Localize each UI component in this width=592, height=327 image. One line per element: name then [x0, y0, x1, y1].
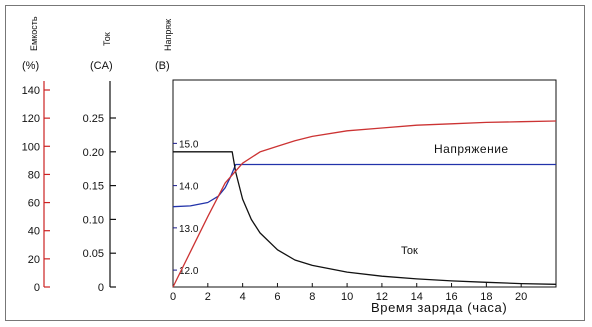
voltage-tick-label: 15.0 [179, 139, 199, 150]
current-tick-label: 0.20 [83, 147, 104, 159]
capacity-axis-unit: (%) [22, 60, 39, 72]
chart-frame: Емкость Ток Напряж (%) (CA) (В) 0 20 40 60 8… [5, 5, 585, 321]
x-axis-label: Время заряда (часа) [371, 300, 507, 315]
capacity-axis-title: Емкость [29, 16, 39, 51]
capacity-tick-label: 40 [28, 226, 40, 238]
current-tick-label: 0.10 [83, 214, 104, 226]
capacity-tick-label: 0 [34, 282, 40, 294]
x-tick-label: 18 [480, 291, 492, 303]
capacity-tick-label: 140 [22, 85, 40, 97]
capacity-tick-label: 20 [28, 254, 40, 266]
annotation-current: Ток [401, 245, 418, 257]
current-axis-title: Ток [102, 32, 112, 46]
capacity-tick-label: 100 [22, 141, 40, 153]
charge-chart: Емкость Ток Напряж (%) (CA) (В) 02040608… [22, 16, 557, 315]
x-tick-label: 10 [341, 291, 353, 303]
x-tick-label: 14 [411, 291, 423, 303]
x-tick-label: 12 [376, 291, 388, 303]
voltage-axis-title: Напряж [163, 19, 173, 51]
x-tick-label: 16 [445, 291, 457, 303]
current-axis-unit: (CA) [90, 60, 113, 72]
current-tick-label: 0 [98, 282, 104, 294]
x-tick-label: 6 [274, 291, 280, 303]
x-tick-label: 4 [240, 291, 246, 303]
voltage-tick-label: 12.0 [179, 266, 199, 277]
capacity-tick-label: 60 [28, 198, 40, 210]
x-tick-label: 20 [515, 291, 527, 303]
current-line [173, 151, 557, 285]
current-tick-label: 0.15 [83, 181, 104, 193]
voltage-tick-label: 13.0 [179, 224, 199, 235]
current-tick-label: 0.05 [83, 248, 104, 260]
current-tick-label: 0.25 [83, 113, 104, 125]
plot-area [172, 79, 557, 288]
x-tick-label: 2 [205, 291, 211, 303]
capacity-line [172, 120, 557, 288]
x-tick-label: 8 [309, 291, 315, 303]
voltage-axis-unit: (В) [155, 60, 170, 72]
capacity-tick-label: 120 [22, 113, 40, 125]
capacity-tick-label: 80 [28, 169, 40, 181]
x-tick-label: 0 [170, 291, 176, 303]
voltage-line [172, 163, 556, 208]
voltage-tick-label: 14.0 [179, 182, 199, 193]
annotation-voltage: Напряжение [434, 142, 509, 156]
